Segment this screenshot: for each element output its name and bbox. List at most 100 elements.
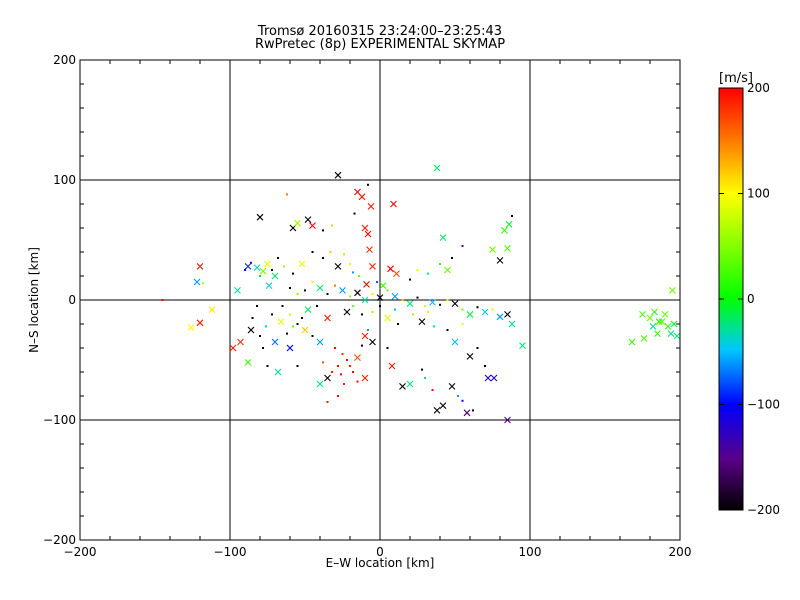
data-point-x [274, 368, 282, 376]
data-point-dot [361, 344, 363, 347]
data-point-dot [352, 305, 354, 307]
data-point-x [358, 193, 366, 201]
data-point-dot [341, 353, 344, 355]
y-axis-label: N–S location [km] [27, 247, 41, 353]
data-point-dot [266, 365, 269, 367]
y-tick-label: −200 [43, 533, 76, 547]
data-point-dot [424, 377, 426, 379]
data-point-x [451, 338, 459, 346]
data-point-x [343, 308, 351, 316]
data-point-x [669, 287, 676, 294]
data-point-dot [265, 325, 267, 328]
x-tick-label: 100 [519, 545, 542, 559]
data-point-x [361, 224, 369, 232]
data-point-dot [271, 313, 273, 316]
data-point-x [406, 300, 414, 307]
data-point-x [354, 289, 361, 297]
data-point-dot [334, 284, 336, 287]
data-point-x [649, 323, 657, 330]
data-point-x [265, 282, 273, 289]
data-point-dot [292, 325, 294, 328]
data-point-dot [401, 299, 404, 301]
data-point-dot [386, 347, 389, 349]
data-point-dot [311, 251, 314, 253]
data-point-x [504, 245, 511, 252]
data-point-dot [371, 293, 374, 295]
data-point-x [367, 203, 375, 210]
data-point-x [393, 270, 400, 277]
data-point-x [667, 330, 675, 337]
data-point-dot [461, 308, 464, 311]
data-point-x [294, 219, 301, 227]
data-point-x [247, 326, 255, 334]
data-point-x [237, 338, 244, 346]
data-point-dot [271, 269, 273, 271]
data-point-dot [277, 257, 279, 259]
x-axis-label: E–W location [km] [326, 556, 435, 570]
data-point-dot [281, 305, 284, 307]
data-point-dot [289, 287, 291, 289]
data-point-x [253, 264, 261, 271]
data-point-dot [296, 365, 299, 367]
data-point-dot [376, 281, 378, 283]
grid-lines [80, 60, 680, 540]
data-point-x [324, 374, 331, 382]
data-point-x [316, 284, 324, 292]
data-point-x [361, 296, 369, 304]
colorbar-tick-label: 200 [747, 81, 770, 95]
data-point-dot [476, 347, 479, 349]
data-point-dot [340, 373, 342, 376]
data-point-x [339, 287, 346, 294]
data-point-dot [259, 275, 261, 277]
colorbar-label: [m/s] [719, 71, 753, 86]
data-point-x [187, 324, 195, 331]
data-point-dot [301, 317, 303, 319]
data-point-dot [361, 313, 363, 316]
data-point-dot [476, 306, 479, 309]
data-point-x [354, 354, 361, 361]
data-point-dot [352, 271, 354, 274]
data-point-dot [304, 289, 306, 292]
data-point-dot [343, 253, 345, 256]
data-point-x [418, 318, 426, 325]
data-point-x [271, 272, 279, 280]
data-point-dot [451, 257, 453, 259]
data-point-x [646, 314, 654, 322]
data-point-dot [262, 347, 264, 349]
data-point-dot [461, 399, 464, 402]
data-point-x [304, 216, 312, 223]
data-point-x [628, 338, 636, 346]
data-point-x [490, 374, 498, 382]
data-point-x [196, 263, 204, 270]
data-point-dot [322, 361, 324, 364]
data-point-x [640, 335, 648, 342]
data-point-x [256, 213, 264, 221]
data-point-dot [371, 311, 374, 313]
data-point-x [651, 308, 658, 316]
data-point-x [466, 353, 474, 360]
data-point-x [384, 314, 391, 322]
data-point-dot [202, 282, 204, 285]
data-point-x [433, 164, 441, 172]
x-tick-label: 200 [669, 545, 692, 559]
data-point-x [504, 416, 511, 424]
data-point-dot [259, 335, 261, 337]
data-point-x [463, 409, 471, 417]
data-point-dot [353, 212, 356, 215]
data-point-x [654, 330, 661, 337]
data-point-dot [349, 263, 351, 265]
data-point-x [304, 306, 312, 313]
chart-subtitle: RwPretec (8p) EXPERIMENTAL SKYMAP [254, 37, 506, 52]
data-point-dot [446, 329, 449, 331]
data-point-x [379, 282, 387, 289]
x-tick-label: −200 [64, 545, 97, 559]
data-point-x [193, 278, 201, 286]
data-point-x [363, 281, 370, 288]
data-point-x [664, 323, 672, 330]
data-point-dot [484, 365, 486, 367]
data-point-x [505, 221, 513, 228]
data-point-x [519, 342, 526, 349]
data-point-dot [334, 347, 336, 349]
data-point-dot [343, 383, 345, 385]
data-point-dot [161, 299, 164, 301]
